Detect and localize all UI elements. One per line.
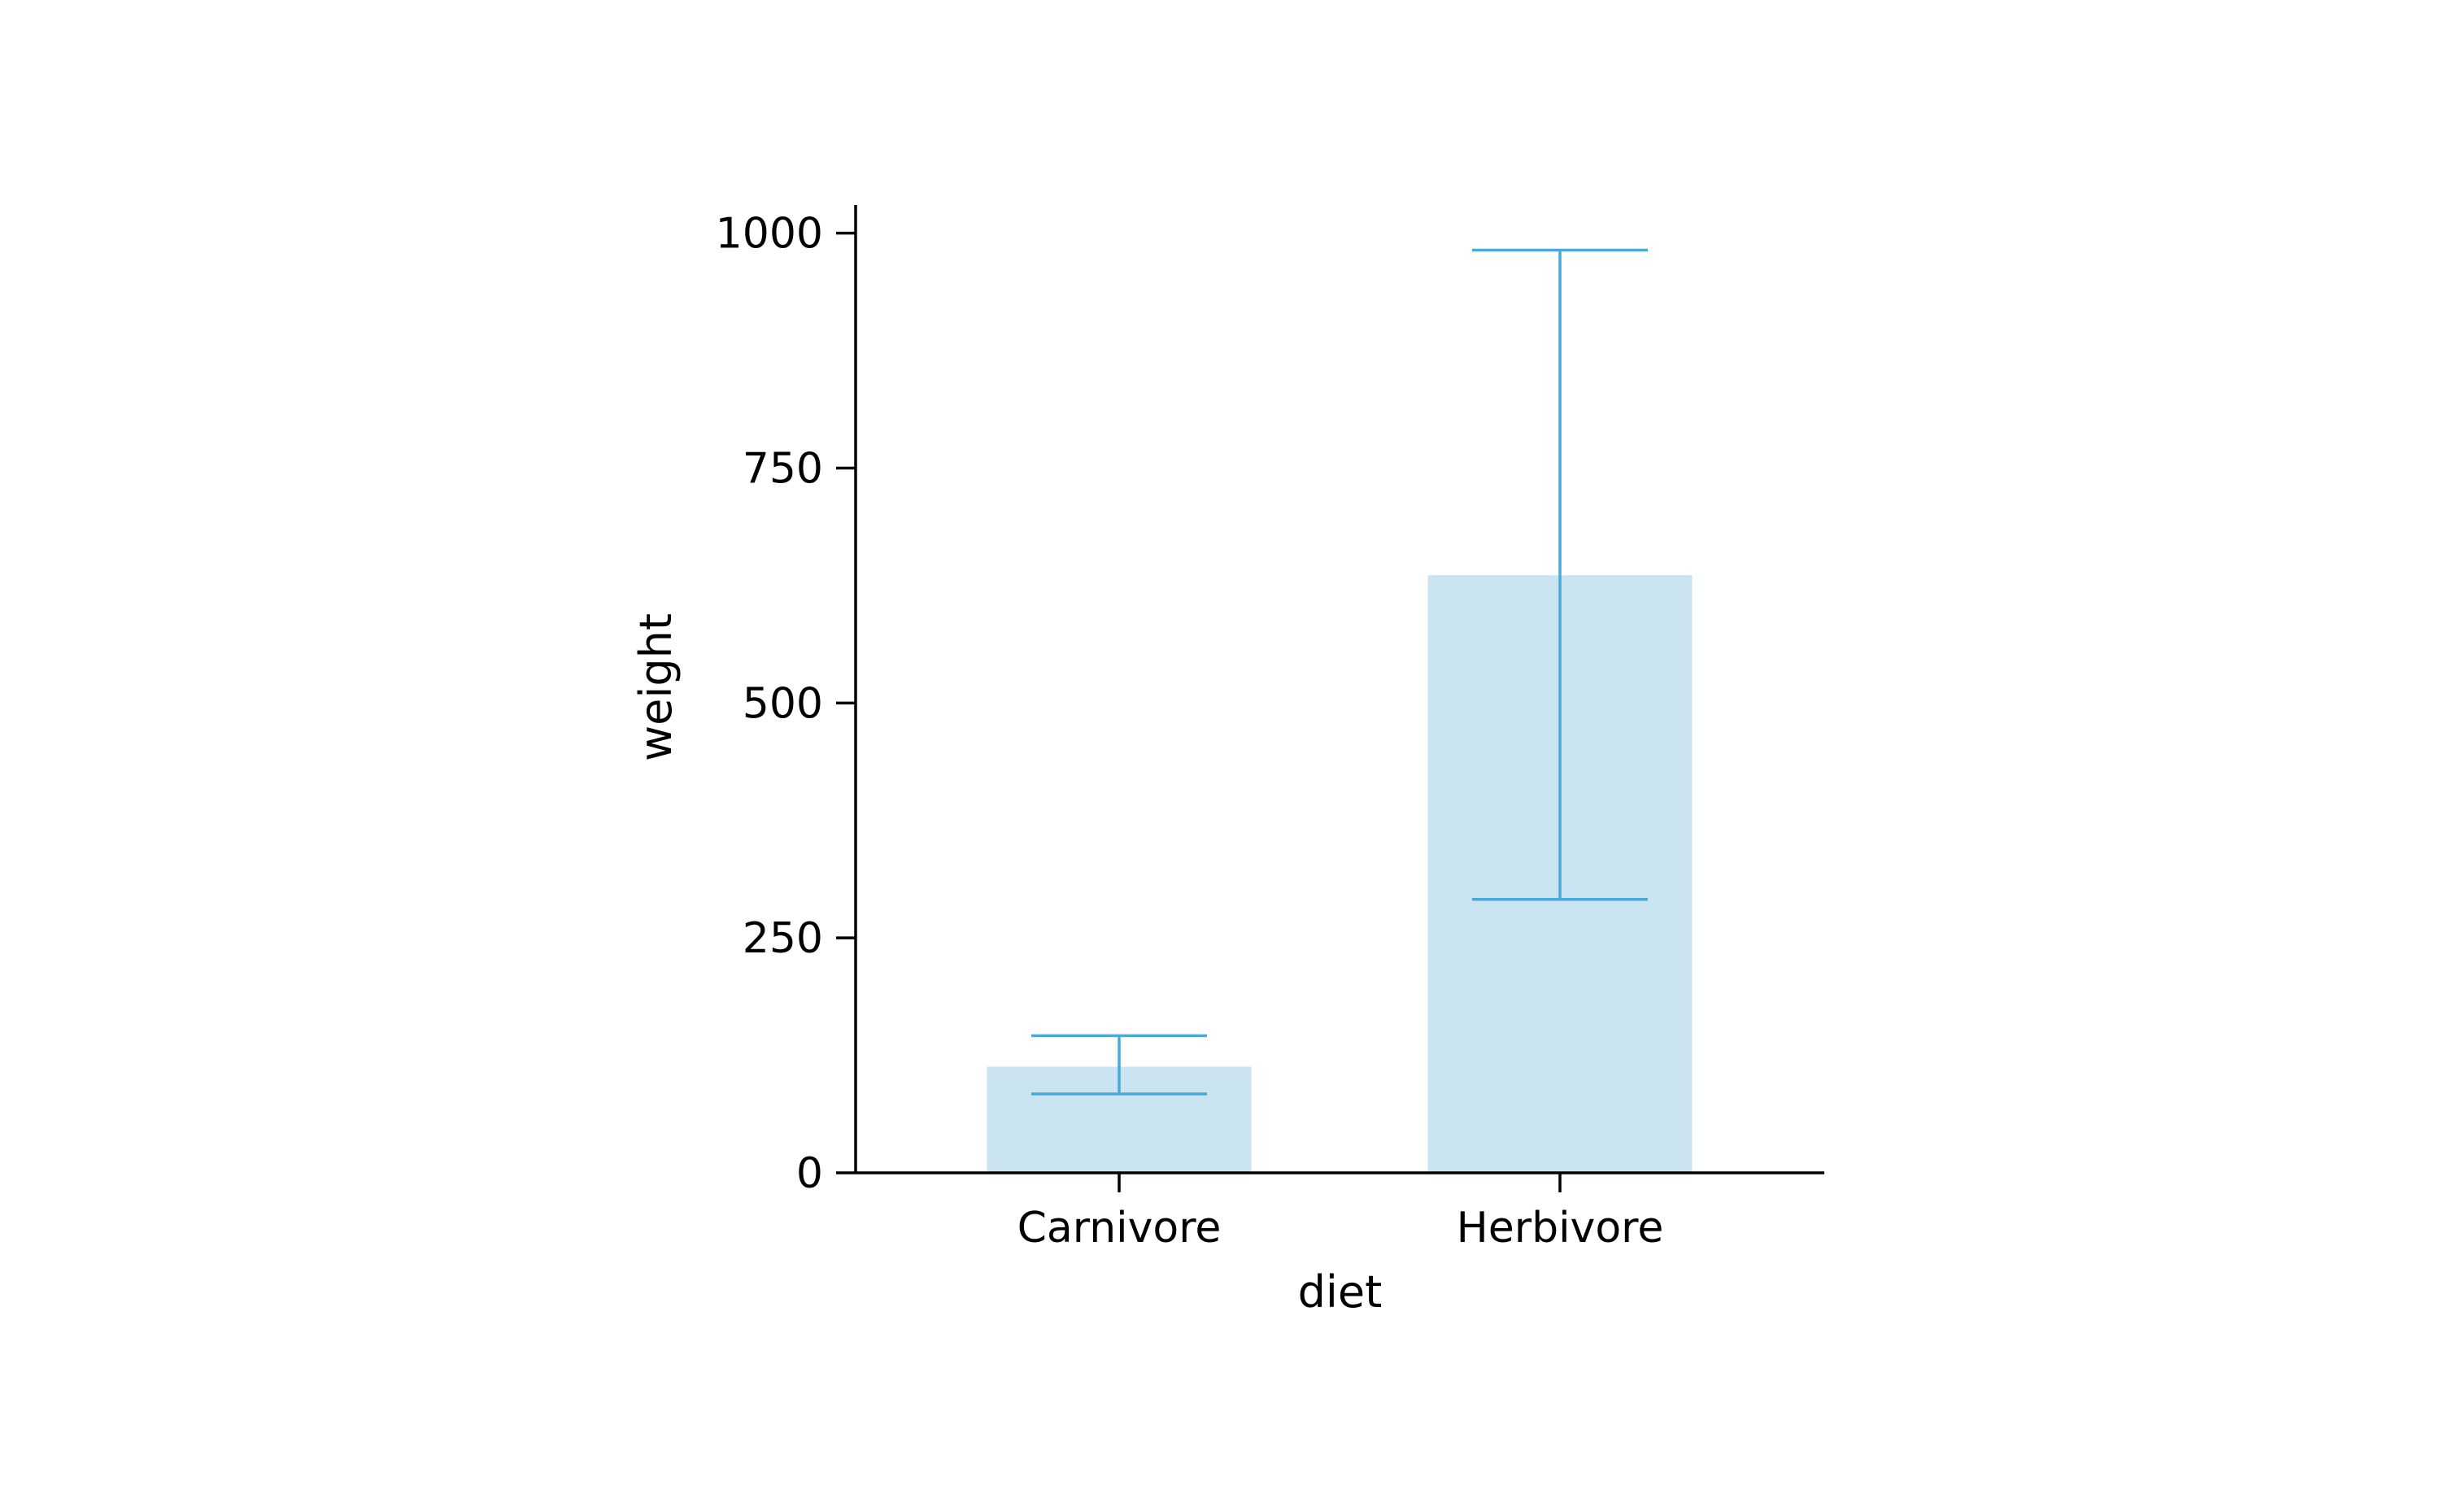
- x-tick-label: Herbivore: [1457, 1204, 1664, 1253]
- y-tick-label: 0: [796, 1149, 823, 1198]
- y-tick-label: 750: [743, 444, 823, 493]
- y-axis-title: weight: [630, 613, 682, 761]
- error-bars-layer: [1031, 248, 1648, 1096]
- axes-layer: [854, 205, 1824, 1174]
- x-ticks: Carnivore Herbivore: [1017, 1173, 1664, 1253]
- y-ticks: 0 250 500 750 1000: [716, 210, 856, 1198]
- bars-layer: [987, 575, 1693, 1173]
- error-bar-herbivore: [1472, 248, 1648, 901]
- y-tick-label: 500: [743, 679, 823, 728]
- x-tick-label: Carnivore: [1017, 1204, 1222, 1253]
- error-bar-carnivore: [1031, 1034, 1207, 1096]
- y-tick-label: 250: [743, 914, 823, 963]
- x-axis-title: diet: [1298, 1266, 1383, 1318]
- y-tick-label: 1000: [716, 210, 823, 259]
